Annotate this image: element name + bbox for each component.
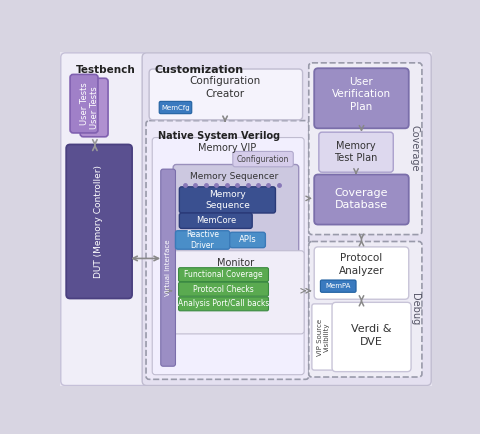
FancyBboxPatch shape bbox=[314, 247, 409, 299]
Text: Coverage: Coverage bbox=[410, 125, 420, 171]
Text: User Tests: User Tests bbox=[90, 86, 98, 129]
Text: Configuration: Configuration bbox=[237, 155, 289, 164]
FancyBboxPatch shape bbox=[170, 251, 304, 334]
FancyBboxPatch shape bbox=[312, 304, 335, 370]
FancyBboxPatch shape bbox=[230, 232, 265, 248]
Text: Memory VIP: Memory VIP bbox=[197, 143, 256, 153]
Text: Virtual Interface: Virtual Interface bbox=[165, 240, 171, 296]
FancyBboxPatch shape bbox=[179, 297, 268, 311]
FancyBboxPatch shape bbox=[332, 302, 411, 372]
Text: User
Verification
Plan: User Verification Plan bbox=[332, 77, 391, 112]
Text: Memory
Test Plan: Memory Test Plan bbox=[335, 141, 378, 163]
FancyBboxPatch shape bbox=[233, 151, 293, 167]
Text: Verdi &
DVE: Verdi & DVE bbox=[351, 324, 392, 347]
FancyBboxPatch shape bbox=[319, 132, 393, 172]
Text: Protocol
Analyzer: Protocol Analyzer bbox=[339, 253, 384, 276]
Text: MemCore: MemCore bbox=[196, 216, 236, 225]
Text: Memory
Sequence: Memory Sequence bbox=[205, 190, 250, 210]
Text: Testbench: Testbench bbox=[75, 65, 135, 75]
FancyBboxPatch shape bbox=[309, 63, 422, 234]
Text: Configuration
Creator: Configuration Creator bbox=[190, 76, 261, 99]
FancyBboxPatch shape bbox=[152, 138, 304, 375]
FancyBboxPatch shape bbox=[149, 69, 302, 120]
Text: Protocol Checks: Protocol Checks bbox=[193, 285, 254, 294]
FancyBboxPatch shape bbox=[180, 213, 252, 228]
FancyBboxPatch shape bbox=[61, 53, 147, 385]
FancyBboxPatch shape bbox=[142, 53, 431, 385]
FancyBboxPatch shape bbox=[146, 121, 309, 379]
FancyBboxPatch shape bbox=[57, 49, 435, 389]
FancyBboxPatch shape bbox=[173, 164, 299, 277]
FancyBboxPatch shape bbox=[179, 282, 268, 296]
Text: Analysis Port/Call backs: Analysis Port/Call backs bbox=[178, 299, 269, 309]
FancyBboxPatch shape bbox=[161, 169, 176, 366]
Text: Functional Coverage: Functional Coverage bbox=[184, 270, 263, 279]
Text: User Tests: User Tests bbox=[80, 82, 88, 125]
FancyBboxPatch shape bbox=[321, 280, 356, 293]
FancyBboxPatch shape bbox=[70, 74, 98, 133]
Text: Native System Verilog: Native System Verilog bbox=[158, 132, 280, 141]
Text: APIs: APIs bbox=[239, 236, 256, 244]
Text: Coverage
Database: Coverage Database bbox=[335, 188, 388, 210]
Text: Debug: Debug bbox=[410, 293, 420, 326]
FancyBboxPatch shape bbox=[159, 102, 192, 114]
FancyBboxPatch shape bbox=[314, 174, 409, 224]
Text: MemPA: MemPA bbox=[325, 283, 351, 289]
FancyBboxPatch shape bbox=[66, 145, 132, 299]
FancyBboxPatch shape bbox=[180, 187, 276, 213]
Text: MemCfg: MemCfg bbox=[161, 105, 190, 111]
Text: Reactive
Driver: Reactive Driver bbox=[186, 230, 219, 250]
Text: VIP Source
Visibility: VIP Source Visibility bbox=[317, 319, 330, 355]
FancyBboxPatch shape bbox=[176, 231, 230, 249]
FancyBboxPatch shape bbox=[179, 268, 268, 282]
FancyBboxPatch shape bbox=[80, 78, 108, 137]
Text: Customization: Customization bbox=[155, 65, 244, 75]
FancyBboxPatch shape bbox=[309, 241, 422, 377]
Text: DUT (Memory Controller): DUT (Memory Controller) bbox=[94, 165, 103, 278]
FancyBboxPatch shape bbox=[314, 68, 409, 128]
Text: Memory Sequencer: Memory Sequencer bbox=[190, 172, 278, 181]
Text: Monitor: Monitor bbox=[216, 258, 254, 268]
